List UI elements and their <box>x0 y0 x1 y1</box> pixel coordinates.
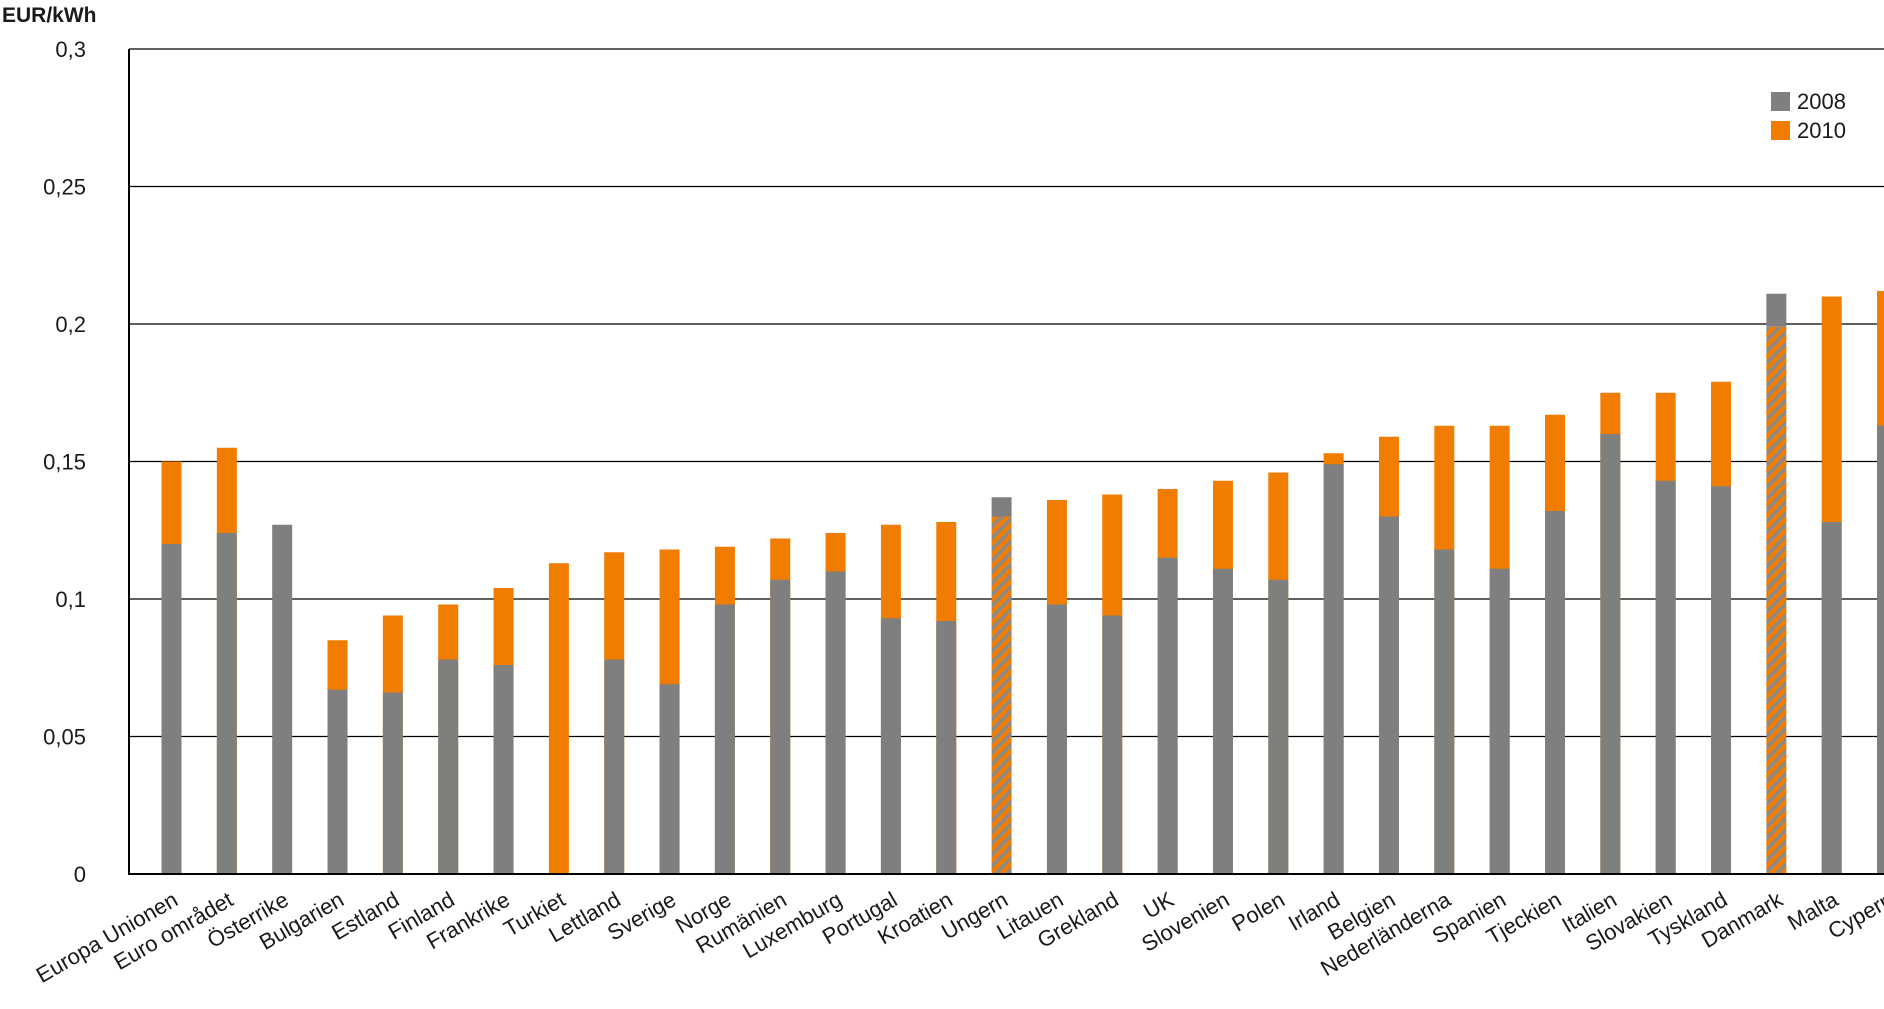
bar-group <box>493 588 514 874</box>
bar-2008 <box>1877 425 1884 874</box>
legend-swatch-2010 <box>1771 121 1790 140</box>
bar-2008 <box>1268 579 1289 874</box>
bar-2008 <box>327 689 348 874</box>
bar-2008 <box>1157 557 1178 874</box>
bar-2008 <box>825 571 846 874</box>
bar-2008 <box>1655 480 1676 874</box>
legend-swatch-2008 <box>1771 92 1790 111</box>
bar-group <box>1046 500 1067 874</box>
bar-2008 <box>1711 486 1732 874</box>
bar-group <box>1268 472 1289 874</box>
y-tick-label: 0,15 <box>43 450 86 475</box>
bar-group <box>1600 392 1621 874</box>
y-tick-label: 0,1 <box>55 587 86 612</box>
bar-2008 <box>216 533 237 874</box>
bar-group <box>438 604 459 874</box>
bar-group <box>1434 425 1455 874</box>
bar-group <box>272 524 293 874</box>
bar-group <box>770 538 791 874</box>
legend-label-2008: 2008 <box>1797 89 1846 114</box>
bar-group <box>880 524 901 874</box>
bar-group <box>1212 480 1233 874</box>
bars <box>161 291 1884 874</box>
bar-group <box>327 640 348 874</box>
y-tick-label: 0,25 <box>43 175 86 200</box>
bar-group <box>659 549 680 874</box>
bar-group <box>936 522 957 874</box>
bar-group <box>991 497 1012 874</box>
bar-group <box>216 447 237 874</box>
bar-group <box>1102 494 1123 874</box>
y-tick-label: 0,3 <box>55 37 86 62</box>
legend-label-2010: 2010 <box>1797 118 1846 143</box>
bar-group <box>548 563 569 874</box>
bar-2008 <box>1323 464 1344 874</box>
bar-2008 <box>1489 568 1510 874</box>
bar-group <box>825 533 846 874</box>
bar-2010 <box>548 563 569 874</box>
bar-2008 <box>604 659 625 874</box>
bar-2008 <box>714 604 735 874</box>
bar-group <box>1545 414 1565 874</box>
bar-2008 <box>1378 516 1399 874</box>
y-tick-label: 0 <box>74 862 86 887</box>
bar-group <box>1877 291 1884 874</box>
bar-2008 <box>1046 604 1067 874</box>
y-axis-unit-label: EUR/kWh <box>2 4 97 27</box>
bar-2008 <box>936 621 957 874</box>
bar-group <box>604 552 625 874</box>
bar-2008 <box>1434 549 1455 874</box>
bar-2008 <box>1600 434 1621 874</box>
bar-2008 <box>161 544 182 874</box>
bar-2008 <box>272 524 293 874</box>
bar-group <box>1821 296 1842 874</box>
bar-2008 <box>438 659 459 874</box>
bar-group <box>1323 453 1344 874</box>
bar-2010-overlap <box>1766 326 1787 874</box>
y-tick-label: 0,05 <box>43 725 86 750</box>
legend: 2008 2010 <box>1771 89 1846 143</box>
bar-2008 <box>659 684 680 874</box>
bar-2008 <box>1545 511 1565 874</box>
bar-2008 <box>770 579 791 874</box>
bar-group <box>1157 489 1178 874</box>
bar-group <box>1711 381 1732 874</box>
bar-group <box>382 615 403 874</box>
bar-2008 <box>1102 615 1123 874</box>
bar-2008 <box>991 497 1012 517</box>
bar-group <box>1489 425 1510 874</box>
bar-2008 <box>1821 522 1842 874</box>
bar-group <box>1378 436 1399 874</box>
bar-2008 <box>880 618 901 874</box>
y-axis-ticks: 0 0,05 0,1 0,15 0,2 0,25 0,3 <box>43 37 86 887</box>
bar-group <box>161 461 182 874</box>
bar-2008 <box>1212 568 1233 874</box>
bar-2008 <box>382 692 403 874</box>
y-tick-label: 0,2 <box>55 312 86 337</box>
bar-group <box>714 546 735 874</box>
bar-group <box>1655 392 1676 874</box>
bar-group <box>1766 293 1787 874</box>
bar-2008 <box>493 665 514 874</box>
bar-2008 <box>1766 293 1787 327</box>
bar-2010-overlap <box>991 516 1012 874</box>
gridlines <box>129 48 1884 738</box>
x-category-label: Polen <box>1228 887 1289 937</box>
